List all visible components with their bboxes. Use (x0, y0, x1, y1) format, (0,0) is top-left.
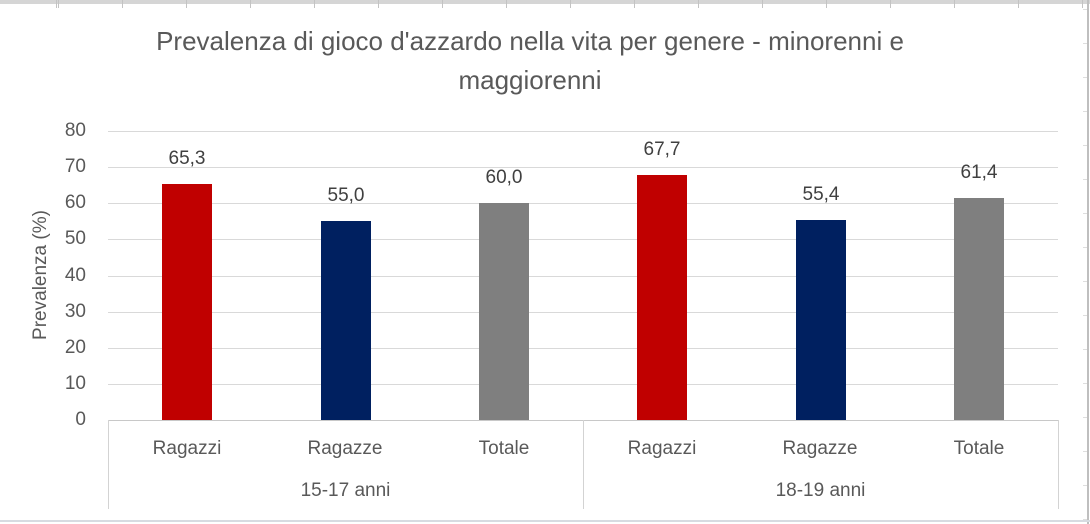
gridline-60 (108, 203, 1058, 204)
data-label: 55,4 (802, 184, 840, 205)
category-label: Totale (953, 438, 1005, 459)
group-label: 18-19 anni (775, 480, 866, 501)
category-label: Totale (478, 438, 530, 459)
chart-title: Prevalenza di gioco d'azzardo nella vita… (0, 22, 1060, 100)
data-label: 65,3 (168, 148, 206, 169)
bar-15-17anni-ragazzi (162, 184, 212, 420)
chart-title-line-1: Prevalenza di gioco d'azzardo nella vita… (156, 26, 904, 56)
spreadsheet-bottom-edge (0, 520, 1090, 522)
spreadsheet-right-edge (1087, 0, 1089, 524)
bar-15-17anni-totale (479, 203, 529, 420)
category-box-border (583, 420, 584, 509)
y-tick-label-40: 40 (64, 265, 86, 286)
gridline-70 (108, 167, 1058, 168)
y-tick-label-20: 20 (64, 337, 86, 358)
y-tick-label-80: 80 (64, 120, 86, 141)
spreadsheet-row-ticks (1083, 0, 1087, 524)
gridline-10 (108, 384, 1058, 385)
data-label: 55,0 (327, 185, 365, 206)
gridline-50 (108, 239, 1058, 240)
gridline-40 (108, 276, 1058, 277)
gridline-80 (108, 131, 1058, 132)
category-label: Ragazze (307, 438, 383, 459)
y-tick-label-0: 0 (75, 409, 86, 430)
data-label: 67,7 (643, 139, 681, 160)
chart-title-line-2: maggiorenni (458, 65, 602, 95)
spreadsheet-column-ticks (0, 0, 1090, 8)
bar-15-17anni-ragazze (321, 221, 371, 420)
data-label: 61,4 (960, 162, 998, 183)
category-label: Ragazzi (627, 438, 697, 459)
y-tick-label-10: 10 (64, 373, 86, 394)
bar-18-19anni-ragazze (796, 220, 846, 420)
category-box-border (108, 420, 109, 509)
category-label: Ragazze (782, 438, 858, 459)
category-box-border (1058, 420, 1059, 509)
y-tick-label-60: 60 (64, 192, 86, 213)
bar-18-19anni-totale (954, 198, 1004, 420)
category-label: Ragazzi (152, 438, 222, 459)
y-tick-label-50: 50 (64, 228, 86, 249)
gridline-20 (108, 348, 1058, 349)
gridline-30 (108, 312, 1058, 313)
data-label: 60,0 (485, 167, 523, 188)
bar-18-19anni-ragazzi (637, 175, 687, 420)
y-tick-label-30: 30 (64, 301, 86, 322)
y-tick-label-70: 70 (64, 156, 86, 177)
group-label: 15-17 anni (300, 480, 391, 501)
